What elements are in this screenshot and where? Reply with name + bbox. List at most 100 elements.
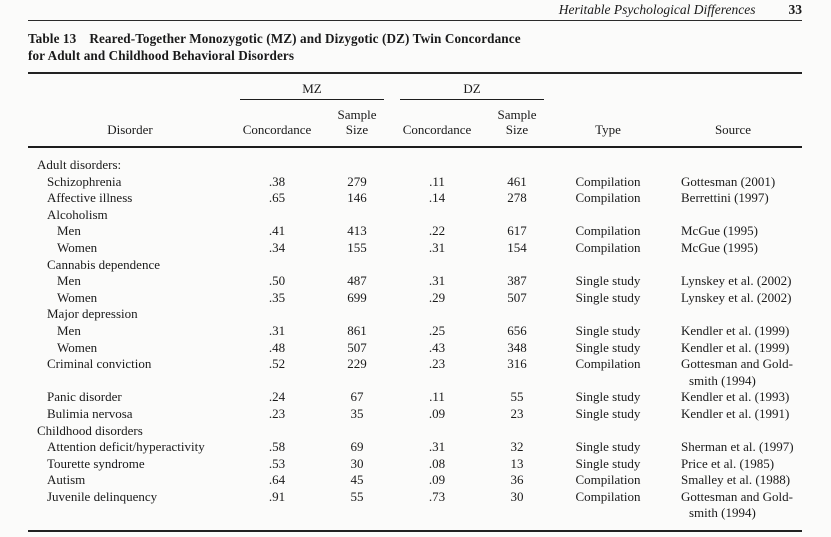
disorder-cell: Alcoholism (47, 206, 108, 222)
table-row: Childhood disorders (28, 423, 802, 440)
source-cell: Kendler et al. (1999) (681, 322, 790, 338)
type-cell: Single study (575, 389, 641, 405)
dz-sample-size-cell: 617 (507, 223, 527, 239)
mz-sample-size-cell: 35 (350, 405, 364, 421)
mz-group-label: MZ (240, 81, 384, 100)
mz-concordance-cell (232, 257, 322, 274)
dz-concordance-cell: .29 (428, 289, 446, 305)
dz-sample-size-cell: 461 (507, 173, 527, 189)
mz-sample-size-cell: 45 (350, 472, 364, 488)
table-row: Affective illness .65 146 .14 278 Compilation… (28, 190, 802, 207)
dz-concordance-cell (392, 147, 482, 174)
source-cell: Gottesman and Gold- smith (1994) (681, 356, 793, 388)
source-cell: Price et al. (1985) (681, 455, 775, 471)
mz-sample-size-cell: 699 (347, 289, 367, 305)
mz-concordance-cell: .31 (268, 322, 286, 338)
mz-concordance-cell: .64 (268, 472, 286, 488)
type-cell: Compilation (575, 488, 641, 504)
dz-concordance-cell (392, 306, 482, 323)
dz-concordance-cell: .73 (428, 488, 446, 504)
mz-concordance-cell (232, 423, 322, 440)
mz-sample-size-cell (322, 147, 392, 174)
mz-column-group-header: MZ (232, 73, 392, 100)
source-cell: Lynskey et al. (2002) (681, 289, 792, 305)
mz-concordance-cell: .65 (268, 190, 286, 206)
mz-sample-size-cell: 279 (347, 173, 367, 189)
dz-sample-size-cell: 154 (507, 239, 527, 255)
disorder-cell: Childhood disorders (37, 422, 143, 438)
dz-concordance-cell: .25 (428, 322, 446, 338)
dz-sample-size-cell (482, 207, 552, 224)
dz-concordance-cell: .31 (428, 439, 446, 455)
dz-concordance-cell: .09 (428, 405, 446, 421)
mz-concordance-cell: .91 (268, 488, 286, 504)
dz-concordance-cell: .11 (429, 173, 445, 189)
dz-sample-size-cell (482, 147, 552, 174)
disorder-cell: Women (57, 239, 98, 255)
table-row: Women .35 699 .29 507 Single study Lynskey et … (28, 290, 802, 307)
source-cell (664, 257, 802, 274)
source-cell: Sherman et al. (1997) (681, 439, 794, 455)
mz-concordance-cell: .52 (268, 356, 286, 372)
table-row: Women .48 507 .43 348 Single study Kendler et … (28, 340, 802, 357)
header-dz-sample-size: Sample Size (482, 100, 552, 148)
source-cell: Kendler et al. (1999) (681, 339, 790, 355)
disorder-cell: Autism (47, 472, 86, 488)
type-cell: Single study (575, 455, 641, 471)
disorder-cell: Tourette syndrome (47, 455, 145, 471)
type-cell: Single study (575, 405, 641, 421)
dz-sample-size-cell: 316 (507, 356, 527, 372)
source-cell: McGue (1995) (681, 223, 758, 239)
type-cell: Single study (575, 273, 641, 289)
source-cell: Kendler et al. (1993) (681, 389, 790, 405)
table-head: MZ DZ Disorder Concordance Sample Size C… (28, 73, 802, 148)
table-title-line1: Table 13 Reared-Together Monozygotic (MZ)… (28, 31, 802, 48)
header-mz-sample-size: Sample Size (322, 100, 392, 148)
mz-concordance-cell: .35 (268, 289, 286, 305)
dz-concordance-cell: .31 (428, 273, 446, 289)
source-cell (664, 423, 802, 440)
dz-sample-size-cell: 278 (507, 190, 527, 206)
mz-concordance-cell: .48 (268, 339, 286, 355)
mz-concordance-cell: .41 (268, 223, 286, 239)
source-cell: Gottesman (2001) (681, 173, 776, 189)
disorder-cell: Affective illness (47, 190, 133, 206)
table-row: Men .31 861 .25 656 Single study Kendler et al… (28, 323, 802, 340)
type-cell: Single study (575, 339, 641, 355)
mz-concordance-cell: .24 (268, 389, 286, 405)
mz-concordance-cell: .23 (268, 405, 286, 421)
type-cell: Compilation (575, 356, 641, 372)
disorder-cell: Juvenile delinquency (47, 488, 158, 504)
spanner-row: MZ DZ (28, 73, 802, 100)
disorder-cell: Women (57, 339, 98, 355)
type-cell: Compilation (575, 239, 641, 255)
table-row: Women .34 155 .31 154 Compilation McGue (1995) (28, 240, 802, 257)
table-title: Table 13 Reared-Together Monozygotic (MZ)… (28, 31, 802, 64)
mz-concordance-cell: .34 (268, 239, 286, 255)
spanner-spacer-left (28, 73, 232, 100)
mz-sample-size-cell (322, 207, 392, 224)
source-cell (664, 147, 802, 174)
mz-sample-size-cell: 507 (347, 339, 367, 355)
type-cell: Compilation (575, 190, 641, 206)
dz-concordance-cell (392, 257, 482, 274)
dz-sample-size-cell: 23 (510, 405, 524, 421)
disorder-cell: Bulimia nervosa (47, 405, 133, 421)
mz-sample-size-cell: 487 (347, 273, 367, 289)
mz-sample-size-cell: 229 (347, 356, 367, 372)
dz-concordance-cell (392, 207, 482, 224)
dz-sample-size-cell: 13 (510, 455, 524, 471)
type-cell: Compilation (575, 472, 641, 488)
mz-concordance-cell: .53 (268, 455, 286, 471)
mz-concordance-cell (232, 207, 322, 224)
disorder-cell: Adult disorders: (37, 157, 122, 172)
mz-concordance-cell (232, 306, 322, 323)
mz-sample-size-cell: 413 (347, 223, 367, 239)
running-head-title: Heritable Psychological Differences (558, 2, 756, 17)
dz-sample-size-cell (482, 257, 552, 274)
disorder-cell: Women (57, 289, 98, 305)
page-number: 33 (788, 2, 803, 17)
source-cell: Smalley et al. (1988) (681, 472, 791, 488)
type-cell: Single study (575, 439, 641, 455)
